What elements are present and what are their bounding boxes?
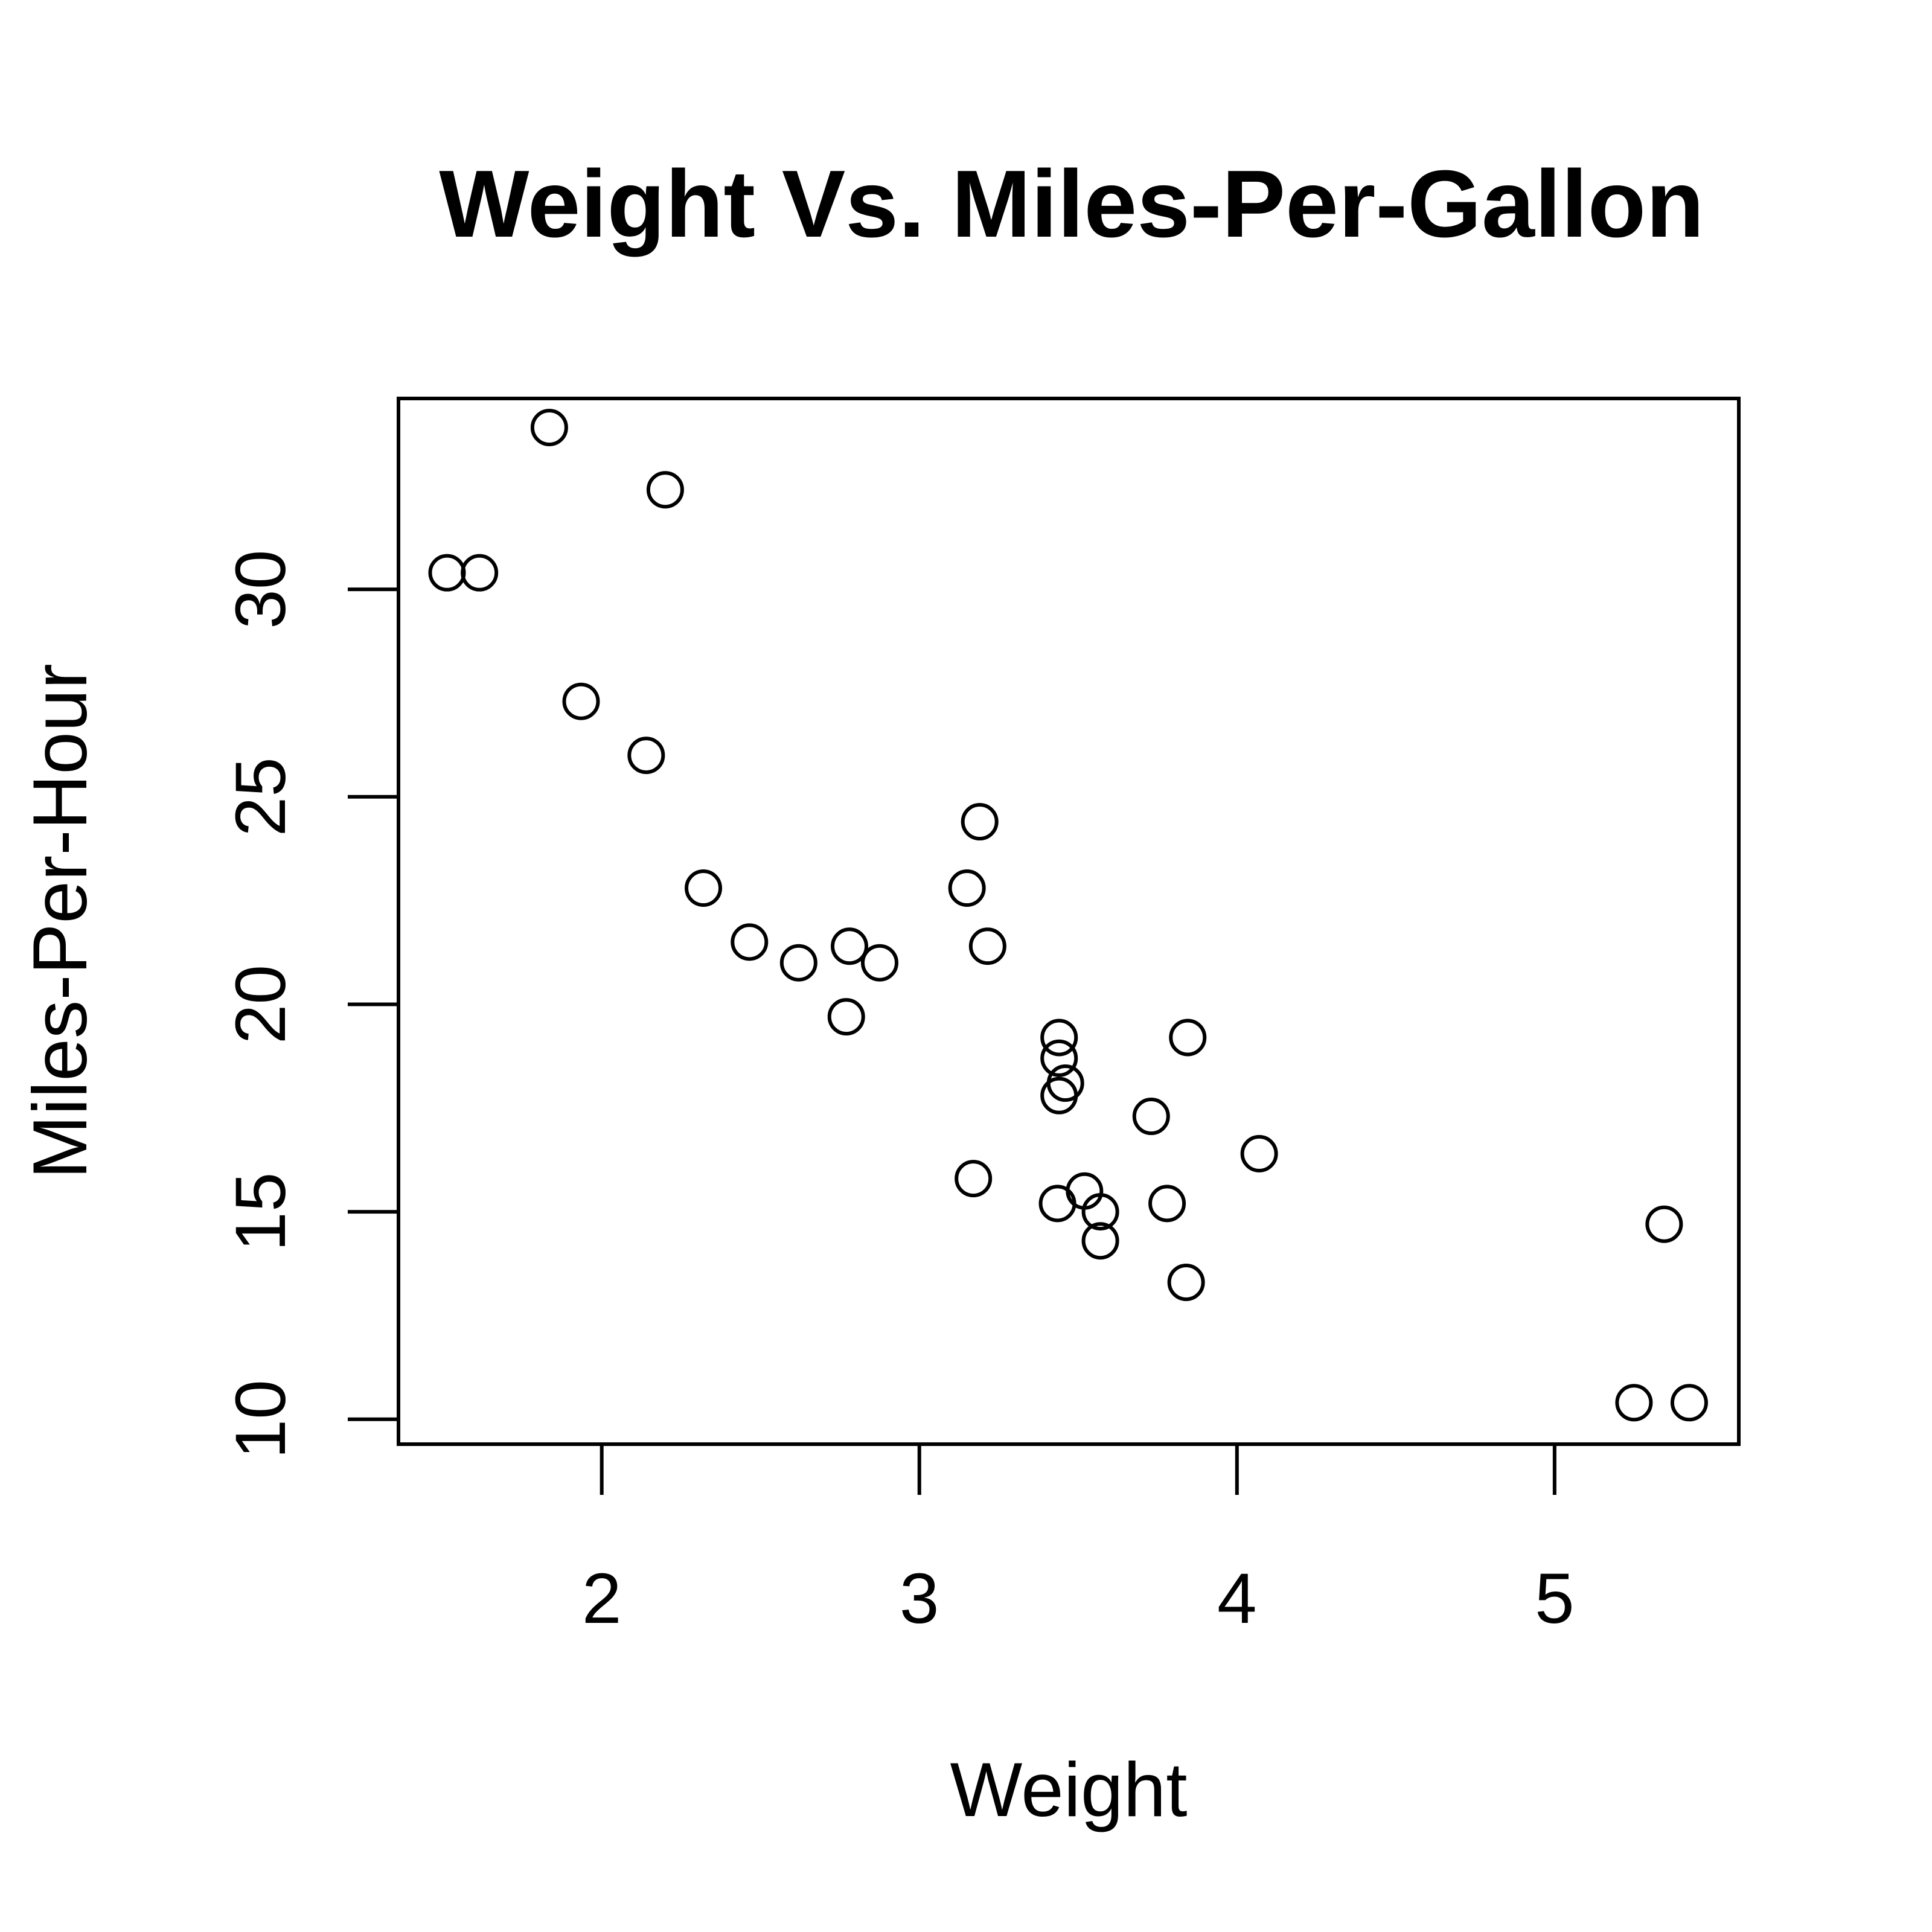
data-point xyxy=(1615,1384,1653,1422)
x-tick-label: 5 xyxy=(1535,1559,1575,1639)
data-point xyxy=(530,409,568,447)
y-axis: 10 15 20 25 30 xyxy=(221,550,400,1459)
data-point xyxy=(1132,1098,1170,1136)
data-point xyxy=(948,869,986,907)
data-point xyxy=(968,927,1006,965)
data-point xyxy=(961,803,999,841)
data-point xyxy=(1040,1076,1078,1115)
data-point xyxy=(1040,1039,1078,1077)
data-point xyxy=(627,737,665,775)
y-tick-label: 15 xyxy=(221,1172,301,1251)
data-point xyxy=(1040,1019,1078,1057)
data-point xyxy=(1148,1185,1186,1223)
chart-title: Weight Vs. Miles-Per-Gallon xyxy=(439,151,1704,257)
y-axis-label: Miles-Per-Hour xyxy=(17,664,103,1179)
x-tick-label: 2 xyxy=(582,1559,622,1639)
data-point xyxy=(1081,1222,1119,1260)
data-points xyxy=(428,409,1708,1422)
data-point xyxy=(1645,1205,1683,1243)
data-point xyxy=(562,682,600,720)
data-point xyxy=(461,554,499,592)
data-point xyxy=(685,869,723,907)
x-axis-label: Weight xyxy=(950,1747,1188,1832)
y-tick-label: 30 xyxy=(221,550,301,629)
x-tick-label: 4 xyxy=(1217,1559,1257,1639)
x-tick-label: 3 xyxy=(900,1559,939,1639)
data-point xyxy=(827,998,865,1036)
data-point xyxy=(428,554,466,592)
data-point xyxy=(1670,1384,1708,1422)
plot-frame xyxy=(397,397,1741,1446)
data-point xyxy=(731,923,769,961)
data-point xyxy=(1167,1263,1205,1301)
data-point xyxy=(1081,1193,1119,1231)
data-point xyxy=(1169,1019,1207,1057)
x-axis: 2 3 4 5 xyxy=(582,1442,1575,1639)
data-point xyxy=(831,927,869,965)
data-point xyxy=(1240,1134,1278,1172)
data-point xyxy=(779,944,817,982)
data-point xyxy=(1038,1185,1076,1223)
data-point xyxy=(646,471,684,509)
data-point xyxy=(955,1160,993,1198)
y-tick-label: 25 xyxy=(221,757,301,836)
data-point xyxy=(860,944,898,982)
y-tick-label: 20 xyxy=(221,965,301,1044)
y-tick-label: 10 xyxy=(221,1380,301,1459)
